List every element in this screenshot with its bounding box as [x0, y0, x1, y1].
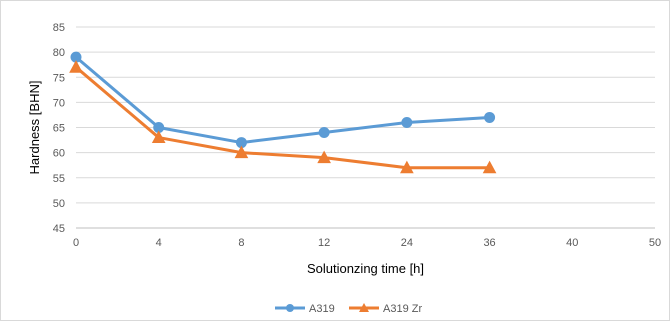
gridlines [76, 26, 655, 204]
x-tick-label: 40 [566, 237, 578, 249]
y-tick-label: 75 [53, 72, 65, 84]
y-tick-label: 50 [53, 198, 65, 210]
legend-label: A319 Zr [383, 303, 422, 315]
y-tick-label: 70 [53, 97, 65, 109]
data-point [482, 160, 497, 174]
y-axis-title: Hardness [BHN] [27, 81, 42, 175]
x-tick-label: 4 [156, 237, 162, 249]
series [69, 51, 497, 174]
data-point [69, 60, 83, 73]
series-line-1 [75, 56, 490, 145]
legend-label: A319 [309, 303, 335, 315]
data-point [317, 150, 331, 164]
data-point [400, 160, 414, 174]
data-point [151, 130, 166, 144]
x-tick-label: 50 [649, 237, 661, 249]
series-line-2 [75, 66, 490, 170]
data-point [234, 145, 249, 159]
x-tick-label: 8 [238, 237, 244, 249]
y-tick-label: 65 [53, 123, 65, 135]
y-tick-label: 85 [53, 22, 65, 34]
data-point [484, 111, 496, 123]
x-tick-label: 0 [73, 237, 79, 249]
legend: A319 A319 Zr [275, 303, 422, 315]
x-tick-label: 24 [401, 237, 413, 249]
legend-marker [359, 303, 369, 312]
legend-marker [286, 304, 294, 312]
x-axis-title: Solutionzing time [h] [307, 261, 424, 276]
tick-labels: 45 50 55 60 65 70 75 80 85 0 4 8 12 24 36 40 50 [53, 22, 661, 249]
y-tick-label: 45 [53, 223, 65, 235]
x-tick-label: 12 [318, 237, 330, 249]
y-tick-label: 60 [53, 148, 65, 160]
data-point [318, 127, 330, 139]
y-tick-label: 55 [53, 173, 65, 185]
y-tick-label: 80 [53, 47, 65, 59]
x-tick-label: 36 [483, 237, 495, 249]
data-point [401, 116, 413, 128]
